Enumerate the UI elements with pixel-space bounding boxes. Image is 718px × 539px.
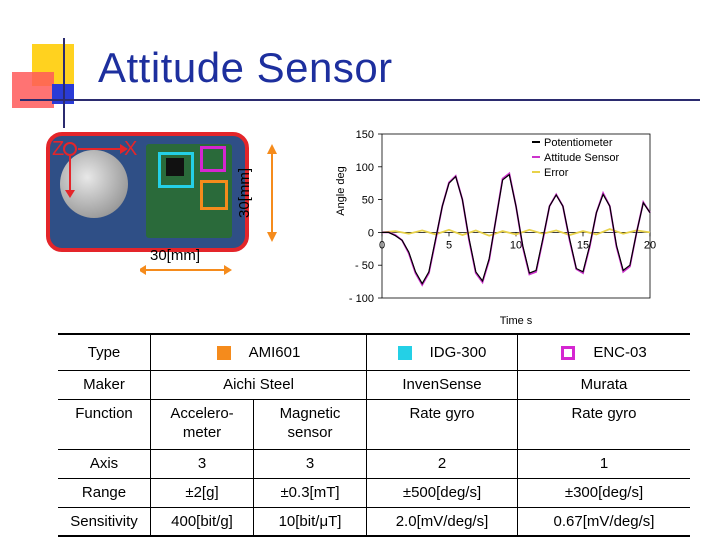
x-tick-label: 10 [510, 239, 522, 251]
table-cell: 10[bit/μT] [253, 506, 367, 537]
table-cell: Aichi Steel [150, 369, 367, 399]
type-name: AMI601 [248, 343, 301, 361]
y-tick-label: 0 [368, 227, 374, 239]
page-title: Attitude Sensor [98, 44, 393, 91]
spec-table: Type AMI601 IDG-300 ENC-03 Maker Aichi S… [58, 333, 690, 537]
table-row-axis: Axis 3 3 2 1 [58, 448, 690, 478]
table-cell: 2.0[mV/deg/s] [366, 506, 518, 537]
table-row-sensitivity: Sensitivity 400[bit/g] 10[bit/μT] 2.0[mV… [58, 506, 690, 537]
series-line-error [381, 228, 651, 237]
type-cell-idg300: IDG-300 [366, 333, 518, 370]
table-cell: 3 [253, 448, 367, 478]
ami601-marker [200, 180, 228, 210]
y-tick-label: 100 [356, 162, 374, 174]
row-label: Type [58, 333, 151, 370]
table-cell: ±0.3[mT] [253, 477, 367, 507]
idg300-marker [158, 152, 194, 188]
ami601-legend-icon [216, 345, 231, 360]
series-line-potentiometer [382, 173, 651, 285]
table-cell: ±2[g] [150, 477, 254, 507]
row-label: Sensitivity [58, 506, 151, 537]
x-tick-label: 5 [446, 239, 452, 251]
coin-image [60, 150, 128, 218]
axis-x-label: X [124, 138, 138, 160]
table-cell: Rate gyro [517, 398, 690, 449]
legend-label: Error [544, 167, 569, 179]
table-cell: Accelero- meter [150, 398, 254, 449]
table-cell: Murata [517, 369, 690, 399]
table-row-type: Type AMI601 IDG-300 ENC-03 [58, 333, 690, 370]
height-dimension-label: 30[mm] [236, 167, 253, 218]
x-tick-label: 0 [379, 239, 385, 251]
x-tick-label: 15 [577, 239, 589, 251]
sensor-photo: Z X [46, 132, 249, 252]
y-axis-label: Angle deg [335, 166, 347, 216]
row-label: Function [58, 398, 151, 449]
axis-z-label: Z [52, 138, 65, 160]
table-cell: 3 [150, 448, 254, 478]
table-cell: Rate gyro [366, 398, 518, 449]
angle-chart: 150 100 50 0 - 50 - 100 0 5 10 15 20 Time s Angle de… [335, 129, 656, 327]
axis-arrows [63, 142, 128, 198]
table-cell: 1 [517, 448, 690, 478]
table-cell: Magnetic sensor [253, 398, 367, 449]
table-cell: 0.67[mV/deg/s] [517, 506, 690, 537]
type-name: ENC-03 [593, 343, 647, 361]
enc03-legend-icon [561, 345, 576, 360]
table-row-function: Function Accelero- meter Magnetic sensor… [58, 398, 690, 449]
dimension-lines [140, 144, 277, 275]
title-decor-red [12, 72, 54, 108]
row-label: Maker [58, 369, 151, 399]
table-row-range: Range ±2[g] ±0.3[mT] ±500[deg/s] ±300[de… [58, 477, 690, 507]
title-underline [20, 99, 700, 101]
table-cell: 400[bit/g] [150, 506, 254, 537]
legend-label: Potentiometer [544, 137, 613, 149]
x-tick-label: 20 [644, 239, 656, 251]
idg300-legend-icon [397, 345, 412, 360]
table-cell: ±500[deg/s] [366, 477, 518, 507]
circuit-board-image [146, 144, 232, 238]
row-label: Range [58, 477, 151, 507]
legend-label: Attitude Sensor [544, 152, 620, 164]
y-tick-label: 150 [356, 129, 374, 141]
type-cell-ami601: AMI601 [150, 333, 367, 370]
title-decor-vline [63, 38, 65, 128]
table-cell: 2 [366, 448, 518, 478]
x-axis-label: Time s [500, 315, 533, 327]
table-cell: ±300[deg/s] [517, 477, 690, 507]
enc03-marker [200, 146, 226, 172]
row-label: Axis [58, 448, 151, 478]
table-row-maker: Maker Aichi Steel InvenSense Murata [58, 369, 690, 399]
y-tick-label: - 100 [349, 293, 374, 305]
y-tick-label: 50 [362, 195, 374, 207]
y-tick-label: - 50 [355, 260, 374, 272]
chip-image [166, 158, 184, 176]
width-dimension-label: 30[mm] [150, 247, 201, 264]
type-name: IDG-300 [429, 343, 487, 361]
plot-frame [381, 133, 651, 299]
type-cell-enc03: ENC-03 [517, 333, 690, 370]
table-cell: InvenSense [366, 369, 518, 399]
